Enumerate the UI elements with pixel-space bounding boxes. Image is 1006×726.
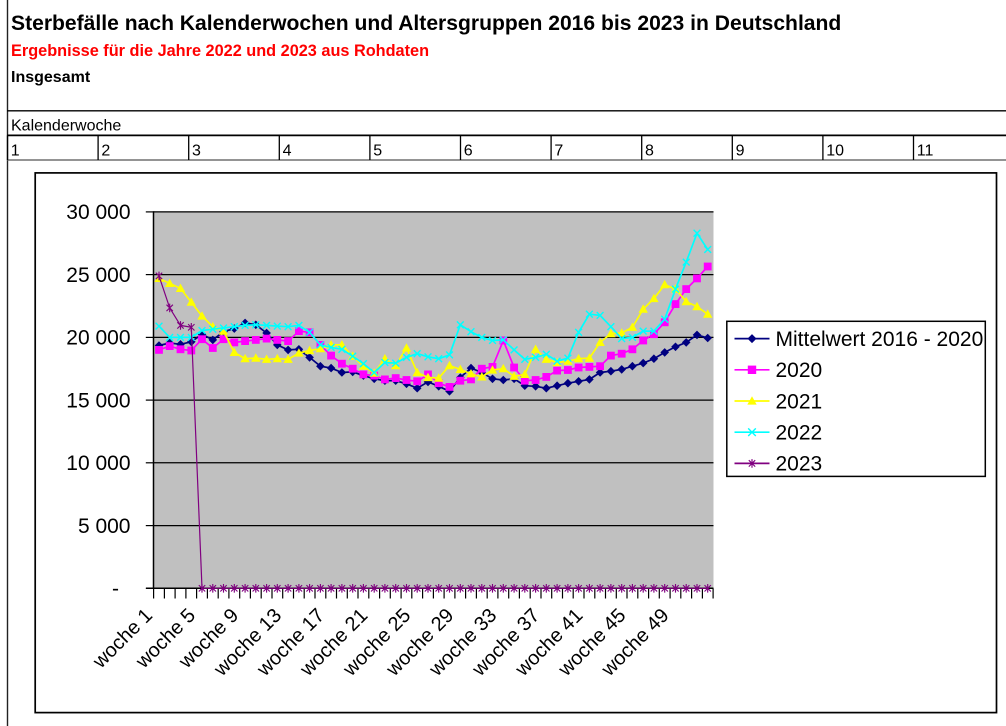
svg-text:10 000: 10 000 [66,452,130,475]
svg-text:2021: 2021 [776,390,823,413]
svg-text:11: 11 [917,143,934,160]
svg-text:Insgesamt: Insgesamt [11,69,91,86]
svg-text:-: - [112,578,119,601]
svg-text:6: 6 [464,143,473,160]
svg-text:2: 2 [101,143,110,160]
svg-text:5 000: 5 000 [78,515,131,538]
svg-text:5: 5 [373,143,382,160]
svg-text:25 000: 25 000 [66,264,130,287]
svg-text:Ergebnisse für die Jahre 2022: Ergebnisse für die Jahre 2022 und 2023 a… [11,42,429,60]
svg-text:Mittelwert 2016 - 2020: Mittelwert 2016 - 2020 [776,328,984,351]
svg-text:Sterbefälle nach Kalenderwoche: Sterbefälle nach Kalenderwochen und Alte… [11,12,841,35]
svg-text:2022: 2022 [776,422,823,445]
svg-text:3: 3 [192,143,201,160]
svg-text:1: 1 [11,143,20,160]
svg-text:20 000: 20 000 [66,327,130,350]
svg-text:9: 9 [736,143,745,160]
svg-text:2023: 2023 [776,453,823,476]
svg-text:2020: 2020 [776,359,823,382]
svg-text:7: 7 [554,143,563,160]
svg-text:10: 10 [826,143,844,160]
svg-text:30 000: 30 000 [66,201,130,224]
svg-text:Kalenderwoche: Kalenderwoche [11,118,121,135]
svg-text:4: 4 [283,143,292,160]
svg-text:8: 8 [645,143,654,160]
svg-text:15 000: 15 000 [66,389,130,412]
